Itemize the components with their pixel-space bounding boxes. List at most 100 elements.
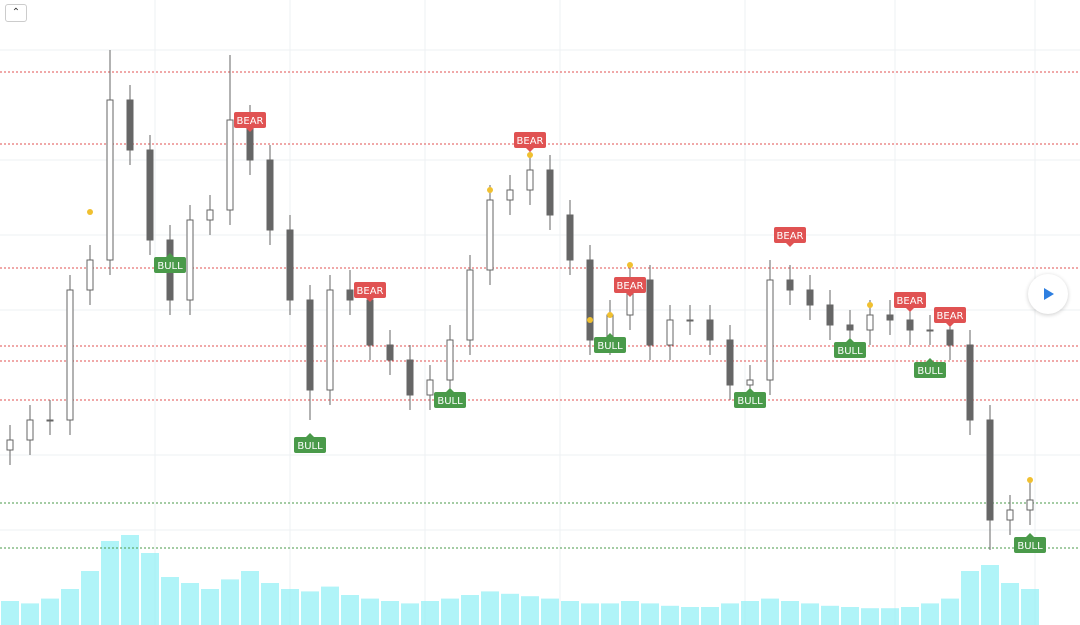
signal-pointer [786,243,794,247]
signal-text: BEAR [937,311,964,322]
signal-dot [487,187,493,193]
signal-pointer [846,338,854,342]
candle-body [706,319,714,341]
candle-body [766,279,774,381]
signal-text: BULL [917,366,943,377]
signal-box [894,292,926,308]
candle-body [386,344,394,361]
candle-body [1026,499,1034,511]
volume-bar [1021,589,1039,625]
candle-body [786,279,794,291]
candle-body [466,269,474,341]
signal-pointer [306,433,314,437]
candle-body [866,314,874,331]
volume-bar [141,553,159,625]
signal-pointer [946,323,954,327]
signal-label: BULL [294,433,326,453]
candle-body [926,329,934,332]
signal-text: BEAR [897,296,924,307]
candle-body [726,339,734,386]
volume-bar [201,589,219,625]
volume-bar [481,591,499,625]
volume-bar [581,603,599,625]
volume-bar [501,593,519,625]
signal-label: BULL [914,358,946,378]
signal-box [154,257,186,273]
signal-dot [1027,477,1033,483]
volume-bar [721,603,739,625]
signal-dot [587,317,593,323]
candle-body [566,214,574,261]
volume-bar [121,535,139,625]
volume-bar [681,607,699,625]
signal-box [294,437,326,453]
volume-bar [261,583,279,625]
signal-box [354,282,386,298]
signal-pointer [1026,533,1034,537]
volume-bar [821,605,839,625]
candle-body [946,329,954,346]
signal-box [594,337,626,353]
volume-bar [21,603,39,625]
signal-label: BULL [834,338,866,358]
signal-pointer [446,388,454,392]
volume-bar [841,607,859,625]
volume-bar [921,603,939,625]
signal-label: BEAR [514,132,546,152]
volume-bar [61,589,79,625]
candle-body [26,419,34,441]
candle-body [826,304,834,326]
volume-bar [781,601,799,625]
volume-bar [861,608,879,625]
volume-bar [301,591,319,625]
signal-pointer [526,148,534,152]
volume-bar [161,577,179,625]
signal-pointer [606,333,614,337]
signal-pointer [366,298,374,302]
signal-label: BEAR [774,227,806,247]
collapse-button[interactable]: ⌃ [5,4,27,22]
candle-body [666,319,674,346]
volume-bar [461,595,479,625]
volume-bar [881,608,899,625]
volume-bar [961,571,979,625]
signal-pointer [626,293,634,297]
volume-bar [521,596,539,625]
candle-body [186,219,194,301]
signal-label: BEAR [234,112,266,132]
signal-label: BEAR [934,307,966,327]
signal-label: BULL [434,388,466,408]
volume-bar [381,601,399,625]
candle-body [686,319,694,322]
signal-box [934,307,966,323]
volume-bar [761,598,779,625]
candle-body [326,289,334,391]
volume-bar [1,601,19,625]
signal-text: BULL [737,396,763,407]
volume-bar [601,603,619,625]
candle-body [966,344,974,421]
candle-body [486,199,494,271]
signal-text: BULL [437,396,463,407]
signal-pointer [926,358,934,362]
candle-body [746,379,754,386]
signal-pointer [906,308,914,312]
candle-body [906,319,914,331]
signal-dot [87,209,93,215]
signal-dot [627,262,633,268]
signal-text: BEAR [357,286,384,297]
candle-body [526,169,534,191]
play-button[interactable] [1028,274,1068,314]
signal-box [914,362,946,378]
volume-bar [341,595,359,625]
signal-text: BULL [837,346,863,357]
signal-box [834,342,866,358]
signal-box [434,392,466,408]
volume-bar [561,601,579,625]
volume-bar [901,607,919,625]
volume-bar [701,607,719,625]
signal-dot [867,302,873,308]
signal-pointer [746,388,754,392]
